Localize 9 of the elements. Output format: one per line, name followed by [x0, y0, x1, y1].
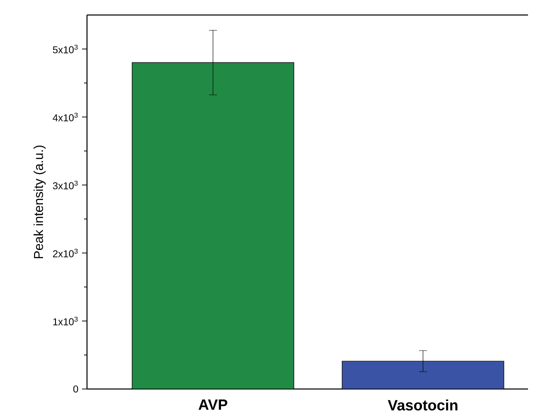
y-tick-label: 4x10$^{3}$	[52, 112, 78, 122]
y-tick-label: 2x10$^{3}$	[53, 248, 78, 258]
y-tick-label: 0	[73, 385, 78, 393]
y-axis-title: Peak intensity (a.u.)	[34, 146, 46, 258]
x-tick-label: AVP	[198, 400, 228, 410]
y-tick-label: 3x10$^{3}$	[52, 180, 78, 190]
y-tick-label: 5x10$^{3}$	[52, 44, 78, 54]
x-tick-label: Vasotocin	[388, 400, 458, 410]
y-tick-label: 1x10$^{3}$	[53, 316, 78, 326]
